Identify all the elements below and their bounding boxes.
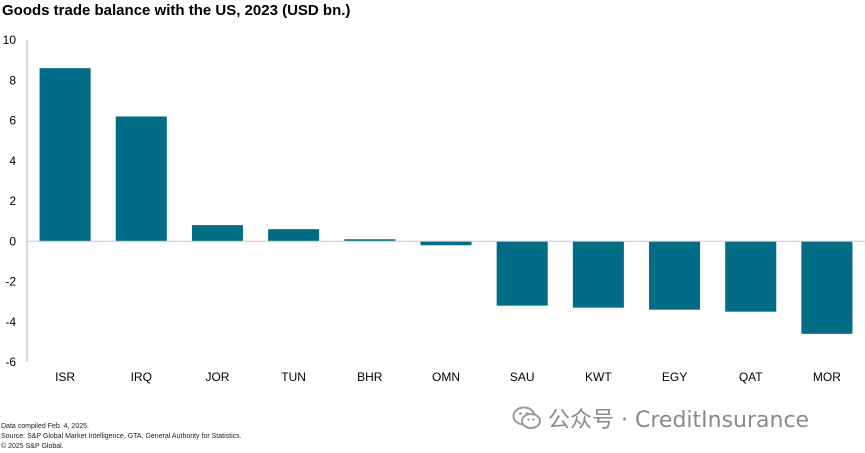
y-tick-label: 6 bbox=[9, 114, 16, 128]
x-tick-label: OMN bbox=[432, 370, 460, 384]
y-tick-label: -2 bbox=[5, 275, 16, 289]
chart-title: Goods trade balance with the US, 2023 (U… bbox=[2, 2, 351, 19]
y-tick-label: 2 bbox=[9, 194, 16, 208]
bar-kwt bbox=[572, 241, 624, 308]
y-tick-label: -6 bbox=[5, 355, 16, 369]
watermark-text: 公众号 · CreditInsurance bbox=[548, 408, 810, 433]
y-tick-label: 0 bbox=[9, 234, 16, 248]
x-tick-label: BHR bbox=[357, 370, 383, 384]
axes-group: 10 8 6 4 2 0 -2 -4 -6 ISR IRQ JOR TUN BHR OMN SAU KWT EGY… bbox=[3, 33, 865, 384]
footer-copyright: © 2025 S&P Global. bbox=[1, 443, 64, 450]
y-tick-label: 4 bbox=[9, 154, 16, 168]
y-tick-label: 8 bbox=[9, 73, 16, 87]
bar-irq bbox=[115, 116, 167, 242]
y-tick-label: 10 bbox=[3, 33, 17, 47]
bar-tun bbox=[268, 229, 320, 242]
y-tick-label: -4 bbox=[5, 315, 16, 329]
bar-sau bbox=[496, 241, 548, 306]
x-tick-label: IRQ bbox=[131, 370, 152, 384]
bar-mor bbox=[801, 241, 853, 334]
bar-chart: 10 8 6 4 2 0 -2 -4 -6 ISR IRQ JOR TUN BHR OMN SAU KWT EGY… bbox=[3, 33, 865, 384]
bar-isr bbox=[39, 68, 91, 242]
x-tick-label: JOR bbox=[205, 370, 229, 384]
bar-egy bbox=[649, 241, 701, 310]
bar-qat bbox=[725, 241, 777, 312]
x-tick-label: TUN bbox=[281, 370, 306, 384]
footer-source: Source: S&P Global Market Intelligence, … bbox=[1, 433, 242, 440]
wechat-icon bbox=[512, 406, 541, 429]
bar-jor bbox=[191, 225, 243, 242]
x-tick-label: ISR bbox=[55, 370, 75, 384]
bar-bhr bbox=[344, 239, 396, 242]
x-tick-label: MOR bbox=[813, 370, 841, 384]
x-tick-label: KWT bbox=[585, 370, 612, 384]
x-tick-label: SAU bbox=[510, 370, 535, 384]
footer-date: Data compiled Feb. 4, 2025. bbox=[1, 423, 89, 430]
x-tick-label: QAT bbox=[739, 370, 763, 384]
watermark: 公众号 · CreditInsurance bbox=[512, 402, 809, 434]
bars-group bbox=[39, 68, 853, 334]
x-tick-label: EGY bbox=[662, 370, 687, 384]
chart-footer: Data compiled Feb. 4, 2025. Source: S&P … bbox=[1, 422, 242, 452]
bar-omn bbox=[420, 241, 472, 246]
